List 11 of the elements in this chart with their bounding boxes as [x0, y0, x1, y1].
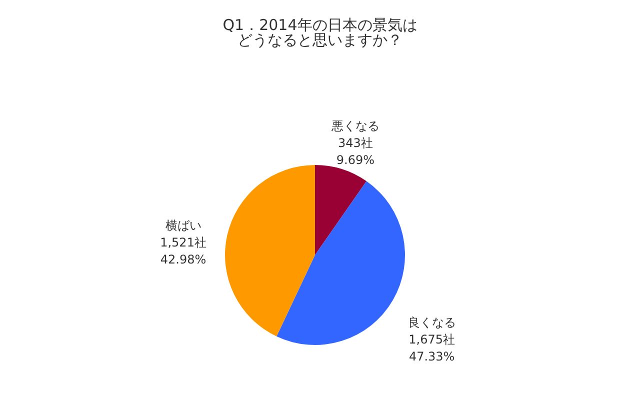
- data-label: 1,675社 47.33%: [408, 332, 455, 364]
- slice-label: 良くなる: [408, 316, 456, 330]
- pie-slice: [276, 181, 405, 345]
- data-label: 1,521社 42.98%: [160, 235, 206, 266]
- pie-slice: [315, 165, 366, 255]
- slice-label: 横ばい: [165, 218, 202, 232]
- pie-slice: [225, 165, 315, 336]
- chart-title: Q1．2014年の日本の景気は: [222, 16, 418, 34]
- chart-subtitle: どうなると思いますか？: [238, 31, 402, 49]
- data-label: 343社 9.69%: [336, 136, 375, 168]
- slice-label: 悪くなる: [330, 119, 380, 134]
